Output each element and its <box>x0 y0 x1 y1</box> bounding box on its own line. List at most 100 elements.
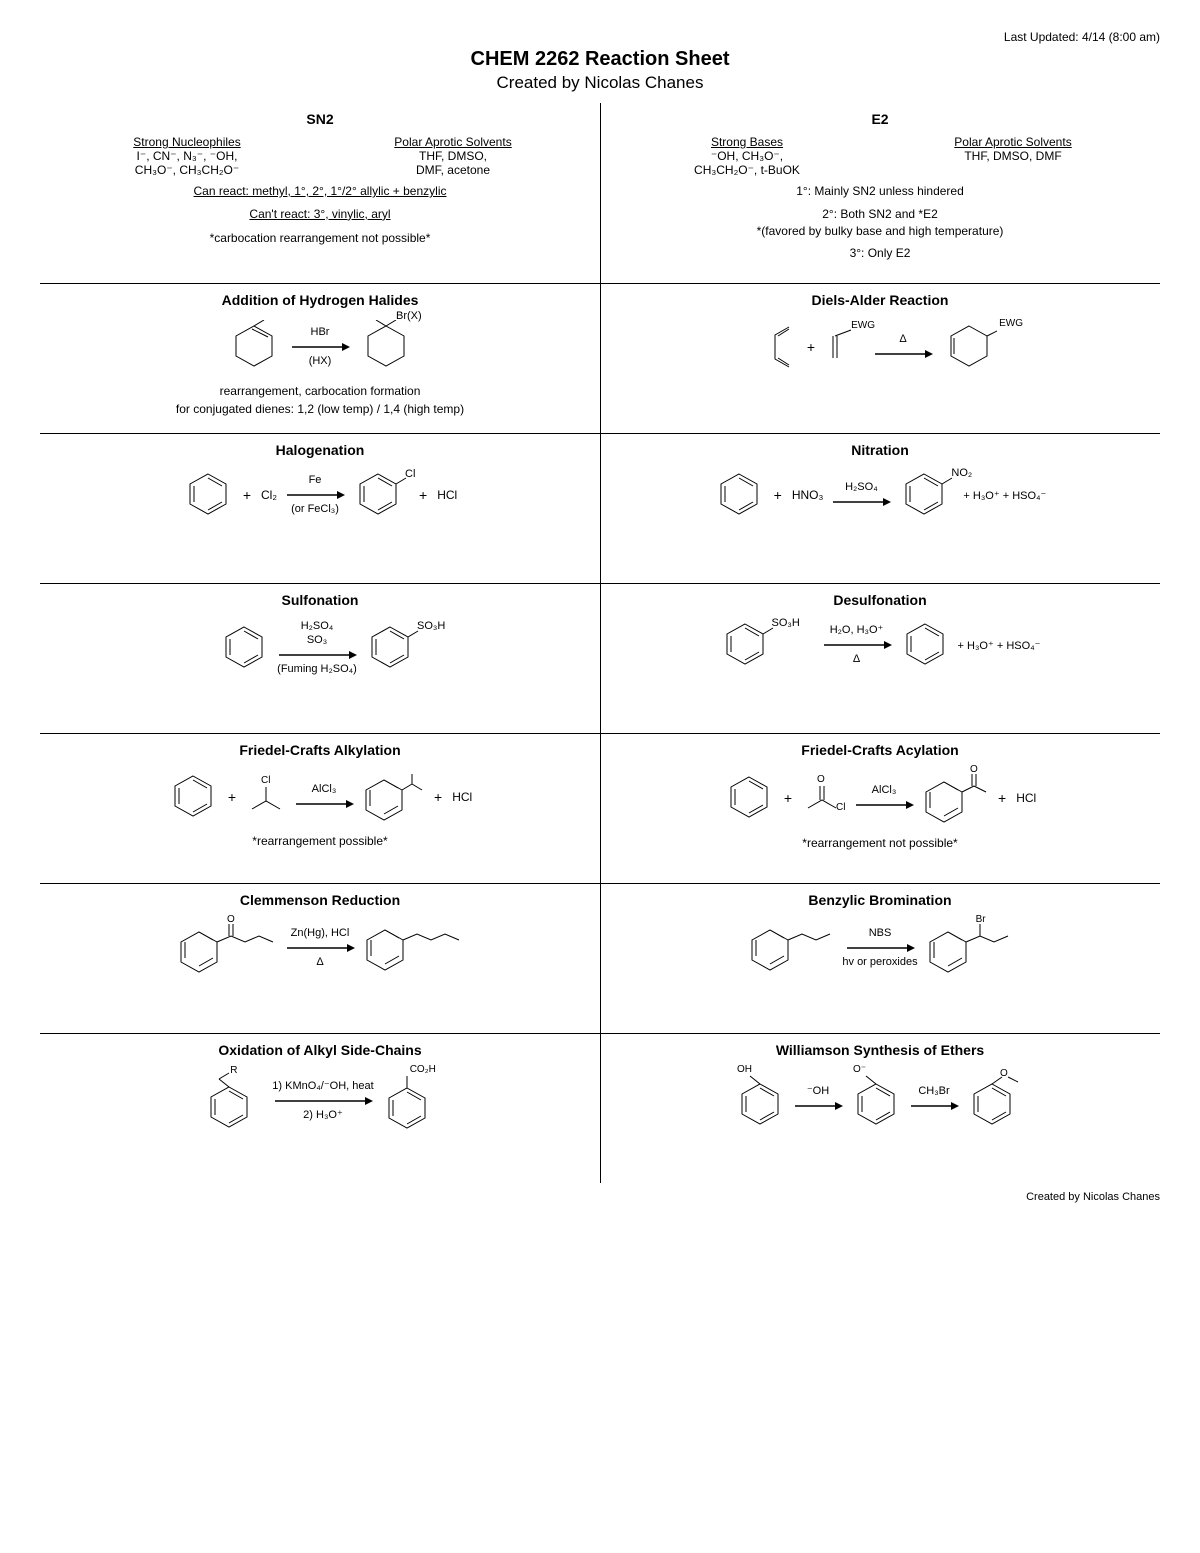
cell-fc-alkylation: Friedel-Crafts Alkylation + Cl AlCl₃ <box>40 733 600 883</box>
sn2-nuc-l1: I⁻, CN⁻, N₃⁻, ⁻OH, <box>54 149 320 163</box>
oxside-title: Oxidation of Alkyl Side-Chains <box>218 1042 421 1058</box>
arrow-icon: ⁻OH <box>793 1085 843 1113</box>
arrow-icon: CH₃Br <box>909 1085 959 1113</box>
r-label: R <box>230 1065 237 1076</box>
ewg-label2: EWG <box>999 318 1023 329</box>
anisole-icon <box>967 1070 1025 1128</box>
arrow-icon: H₂SO₄ <box>831 481 891 509</box>
reaction-grid: SN2 Strong Nucleophiles I⁻, CN⁻, N₃⁻, ⁻O… <box>40 103 1160 1183</box>
benzyl-bromide-icon <box>926 920 1012 976</box>
o-label: O <box>227 914 235 925</box>
addhx-note1: rearrangement, carbocation formation <box>220 384 421 398</box>
cell-fc-acylation: Friedel-Crafts Acylation + O Cl AlCl₃ <box>600 733 1160 883</box>
o-label: O <box>1000 1068 1008 1079</box>
desulfonation-title: Desulfonation <box>833 592 926 608</box>
clemmensen-title: Clemmenson Reduction <box>240 892 400 908</box>
fcalk-note: *rearrangement possible* <box>252 834 387 848</box>
cumene-icon <box>362 770 424 824</box>
fcalk-title: Friedel-Crafts Alkylation <box>239 742 400 758</box>
sn2-solv-l2: DMF, acetone <box>320 163 586 177</box>
cell-nitration: Nitration + HNO₃ H₂SO₄ NO₂ + H₃O⁺ + HSO₄… <box>600 433 1160 583</box>
phenol-icon <box>735 1070 785 1128</box>
plus-icon: + <box>774 487 782 503</box>
phenyl-ketone-icon <box>177 920 277 976</box>
cell-desulfonation: Desulfonation SO₃H H₂O, H₃O⁺ Δ + H₃O⁺ <box>600 583 1160 733</box>
fcacyl-title: Friedel-Crafts Acylation <box>801 742 958 758</box>
last-updated: Last Updated: 4/14 (8:00 am) <box>40 30 1160 44</box>
phenoxide-icon <box>851 1070 901 1128</box>
desulf-byprod: + H₃O⁺ + HSO₄⁻ <box>958 639 1041 652</box>
cell-williamson: Williamson Synthesis of Ethers OH ⁻OH <box>600 1033 1160 1183</box>
butylbenzene-icon <box>363 922 463 974</box>
brx-label: Br(X) <box>396 310 422 322</box>
cl2-label: Cl₂ <box>261 488 277 502</box>
sn2-solv-h: Polar Aprotic Solvents <box>320 135 586 149</box>
sn2-nuc-h: Strong Nucleophiles <box>54 135 320 149</box>
diene-icon <box>763 323 797 371</box>
cell-add-hx: Addition of Hydrogen Halides HBr (HX) Br… <box>40 283 600 433</box>
cl-label: Cl <box>261 775 270 786</box>
acetophenone-icon <box>922 770 988 826</box>
sn2-can: Can react: methyl, 1°, 2°, 1°/2° allylic… <box>194 184 447 198</box>
benzene-icon <box>724 773 774 823</box>
co2h-label: CO₂H <box>410 1064 436 1075</box>
sulfonation-title: Sulfonation <box>282 592 359 608</box>
cell-clemmensen: Clemmenson Reduction O Zn(Hg), HCl Δ <box>40 883 600 1033</box>
sn2-header: SN2 <box>306 111 333 127</box>
e2-n1: 1°: Mainly SN2 unless hindered <box>796 183 964 200</box>
hcl-label: HCl <box>1016 791 1036 805</box>
cell-benzylic-bromination: Benzylic Bromination NBS hv or peroxides <box>600 883 1160 1033</box>
no2-label: NO₂ <box>951 467 972 479</box>
plus-icon: + <box>807 339 815 355</box>
cyclohexene-icon <box>941 320 997 374</box>
so3h-label: SO₃H <box>772 617 800 629</box>
cell-e2: E2 Strong Bases ⁻OH, CH₃O⁻, CH₃CH₂O⁻, t-… <box>600 103 1160 283</box>
ominus-label: O⁻ <box>853 1064 866 1075</box>
alkylbenzene-icon <box>204 1071 264 1131</box>
cell-sulfonation: Sulfonation H₂SO₄ SO₃ (Fuming H₂SO₄) SO₃… <box>40 583 600 733</box>
benzene-icon <box>714 470 764 520</box>
e2-header: E2 <box>871 111 888 127</box>
plus-icon: + <box>419 487 427 503</box>
sn2-nuc-l2: CH₃O⁻, CH₃CH₂O⁻ <box>54 163 320 177</box>
arrow-icon: Δ <box>873 333 933 361</box>
e2-base-h: Strong Bases <box>614 135 880 149</box>
hcl-label: HCl <box>452 790 472 804</box>
footer-credit: Created by Nicolas Chanes <box>40 1191 1160 1203</box>
br-label: Br <box>976 914 986 925</box>
o-label: O <box>970 764 978 775</box>
benzene-icon <box>219 623 269 673</box>
plus-icon: + <box>998 790 1006 806</box>
nitration-byprod: + H₃O⁺ + HSO₄⁻ <box>963 489 1046 502</box>
plus-icon: + <box>434 789 442 805</box>
o-label: O <box>817 774 825 785</box>
cl-label: Cl <box>405 468 415 480</box>
sn2-solv-l1: THF, DMSO, <box>320 149 586 163</box>
e2-solv-l1: THF, DMSO, DMF <box>880 149 1146 163</box>
e2-solv-h: Polar Aprotic Solvents <box>880 135 1146 149</box>
e2-n3: 3°: Only E2 <box>850 245 911 262</box>
plus-icon: + <box>228 789 236 805</box>
hcl-label: HCl <box>437 488 457 502</box>
ewg-label: EWG <box>851 320 875 331</box>
dienophile-icon <box>825 328 865 366</box>
e2-n2: 2°: Both SN2 and *E2 <box>822 206 938 223</box>
oh-label: OH <box>737 1064 752 1075</box>
benzene-icon <box>900 620 950 670</box>
arrow-icon: H₂SO₄ SO₃ (Fuming H₂SO₄) <box>277 620 357 677</box>
nitration-title: Nitration <box>851 442 909 458</box>
addhx-note2: for conjugated dienes: 1,2 (low temp) / … <box>176 402 464 416</box>
cell-halogenation: Halogenation + Cl₂ Fe (or FeCl₃) Cl <box>40 433 600 583</box>
cell-oxidation: Oxidation of Alkyl Side-Chains R 1) KMnO… <box>40 1033 600 1183</box>
williamson-title: Williamson Synthesis of Ethers <box>776 1042 984 1058</box>
methylcyclohexene-icon <box>226 320 282 374</box>
cl-label: Cl <box>836 802 845 813</box>
cyclohexane-icon <box>358 320 414 374</box>
cell-sn2: SN2 Strong Nucleophiles I⁻, CN⁻, N₃⁻, ⁻O… <box>40 103 600 283</box>
page-title: CHEM 2262 Reaction Sheet <box>40 48 1160 71</box>
arrow-icon: Zn(Hg), HCl Δ <box>285 927 355 969</box>
plus-icon: + <box>243 487 251 503</box>
benzene-icon <box>183 470 233 520</box>
fcacyl-note: *rearrangement not possible* <box>802 836 957 850</box>
benzbr-title: Benzylic Bromination <box>808 892 951 908</box>
